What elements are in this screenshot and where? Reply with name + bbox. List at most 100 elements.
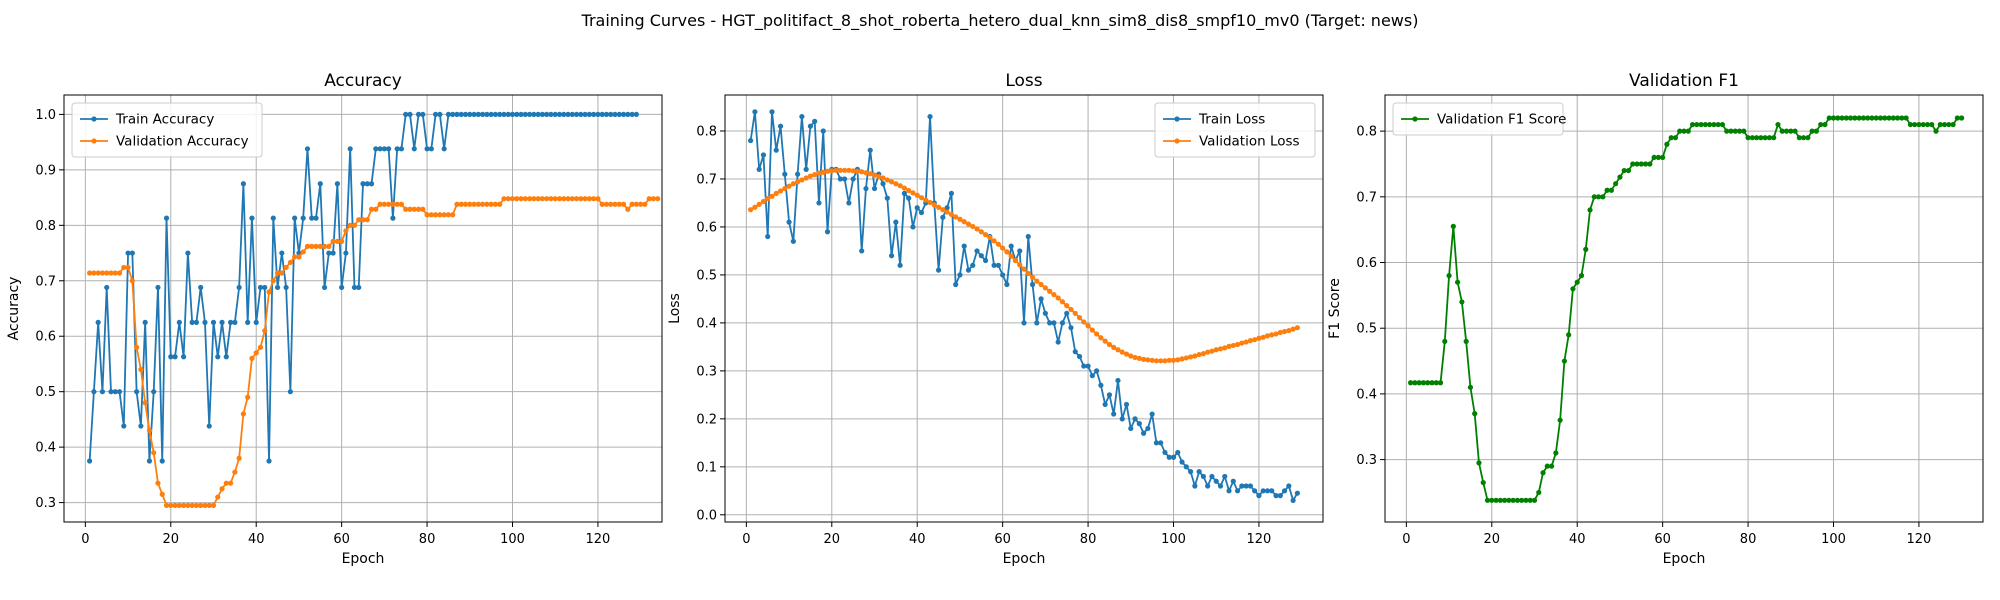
chart-2-data-point — [970, 262, 976, 268]
chart-1-data-point — [599, 201, 605, 207]
chart-1-data-point — [582, 196, 588, 202]
chart-3-data-point — [1489, 497, 1495, 503]
chart-1-data-point — [176, 319, 182, 325]
chart-3-data-point — [1583, 246, 1589, 252]
chart-3-data-point — [1433, 380, 1439, 386]
chart-2-data-point — [790, 238, 796, 244]
chart-3-data-point — [1472, 411, 1478, 417]
chart-1-data-point — [91, 389, 97, 395]
chart-2-data-point — [918, 195, 925, 201]
chart-2-data-point — [888, 179, 895, 185]
chart-2-data-point — [888, 253, 895, 259]
chart-2-data-point — [991, 262, 997, 268]
chart-3-x-tick-label: 40 — [1569, 532, 1586, 547]
chart-2-data-point — [1247, 483, 1253, 489]
chart-3-legend-marker — [1412, 116, 1418, 122]
chart-2-data-point — [760, 198, 767, 205]
chart-3-data-point — [1745, 135, 1751, 141]
chart-2-data-point — [1273, 493, 1279, 499]
chart-2-data-point — [1085, 363, 1091, 369]
chart-3-legend: Validation F1 Score — [1392, 102, 1566, 136]
chart-1-data-point — [433, 212, 439, 218]
chart-2-data-point — [1081, 363, 1087, 369]
chart-1-data-point — [603, 111, 610, 118]
chart-1-data-point — [488, 201, 494, 207]
chart-1-data-point — [633, 201, 639, 207]
chart-1-data-point — [368, 181, 375, 187]
chart-1-data-point — [339, 284, 345, 291]
chart-1-data-point — [292, 254, 298, 260]
chart-2-data-point — [799, 177, 805, 183]
chart-1-data-point — [155, 480, 161, 486]
chart-2-data-point — [812, 118, 818, 124]
chart-3-data-point — [1830, 115, 1837, 121]
chart-2-data-point — [935, 267, 942, 273]
chart-1-data-point — [480, 111, 486, 118]
chart-1-data-point — [351, 284, 358, 291]
chart-2-data-point — [1106, 392, 1113, 398]
chart-1-data-point — [616, 201, 622, 207]
chart-2-data-point — [837, 176, 843, 182]
chart-1-y-tick-label: 0.3 — [35, 496, 56, 511]
chart-2-data-point — [807, 173, 814, 179]
chart-1-data-point — [415, 111, 422, 118]
chart-1-data-point — [471, 201, 477, 207]
chart-2-data-point — [1192, 483, 1198, 489]
chart-2-data-point — [1008, 253, 1014, 259]
chart-3-data-point — [1916, 121, 1922, 128]
chart-1-data-point — [381, 201, 387, 207]
chart-1-data-point — [87, 270, 93, 276]
chart-2-data-point — [1158, 358, 1164, 364]
chart-1-data-point — [535, 111, 541, 118]
chart-2-data-point — [1094, 368, 1100, 374]
chart-1-x-axis-label: Epoch — [342, 551, 385, 567]
chart-1-data-point — [253, 319, 259, 325]
chart-1-data-point — [573, 196, 580, 202]
chart-1-data-point — [151, 450, 157, 456]
chart-2-data-point — [1234, 341, 1241, 348]
chart-2-data-point — [1294, 325, 1300, 331]
chart-3-data-point — [1877, 115, 1884, 121]
chart-2-data-point — [1047, 288, 1053, 294]
chart-3-data-point — [1950, 121, 1956, 128]
chart-1-data-point — [458, 111, 464, 118]
chart-2-data-point — [1252, 337, 1258, 343]
chart-1-data-point — [437, 212, 443, 218]
chart-1-data-point — [108, 270, 114, 276]
chart-1-axes-frame — [63, 94, 663, 523]
chart-3-data-point — [1553, 450, 1559, 456]
chart-1-data-point — [462, 201, 469, 207]
chart-2-data-point — [1051, 320, 1057, 326]
chart-1-data-point — [608, 201, 614, 207]
chart-2-data-point — [970, 223, 976, 230]
chart-1-x-tick-label: 60 — [333, 532, 350, 547]
chart-1-data-point — [522, 196, 528, 202]
chart-1-data-point — [360, 217, 366, 223]
chart-1-data-point — [407, 206, 413, 212]
chart-2-data-point — [901, 190, 908, 196]
chart-3-data-point — [1506, 497, 1512, 503]
chart-3-data-point — [1536, 489, 1542, 496]
chart-1-data-point — [351, 222, 358, 228]
chart-2-data-point — [773, 190, 779, 196]
chart-3-data-point — [1899, 115, 1905, 121]
chart-1-data-point — [488, 111, 494, 118]
chart-3-data-point — [1954, 115, 1960, 121]
chart-2-legend-label: Validation Loss — [1199, 134, 1300, 150]
chart-1-data-point — [531, 196, 537, 202]
chart-2-data-point — [850, 176, 856, 182]
chart-1-data-point — [210, 502, 217, 508]
chart-2-data-point — [1175, 357, 1181, 363]
chart-3-series-1 — [1408, 115, 1965, 503]
chart-3-data-point — [1502, 497, 1508, 503]
chart-1-data-point — [390, 215, 396, 221]
chart-1-data-point — [125, 264, 131, 271]
chart-1-data-point — [552, 196, 558, 202]
chart-1-data-point — [163, 502, 170, 508]
chart-3-data-point — [1835, 115, 1841, 121]
chart-1-y-tick-label: 0.5 — [35, 385, 56, 400]
chart-3-x-tick-label: 60 — [1654, 532, 1671, 547]
chart-1-data-point — [373, 206, 379, 212]
chart-2-data-point — [1017, 248, 1023, 254]
chart-1-y-axis-label: Accuracy — [6, 277, 22, 341]
